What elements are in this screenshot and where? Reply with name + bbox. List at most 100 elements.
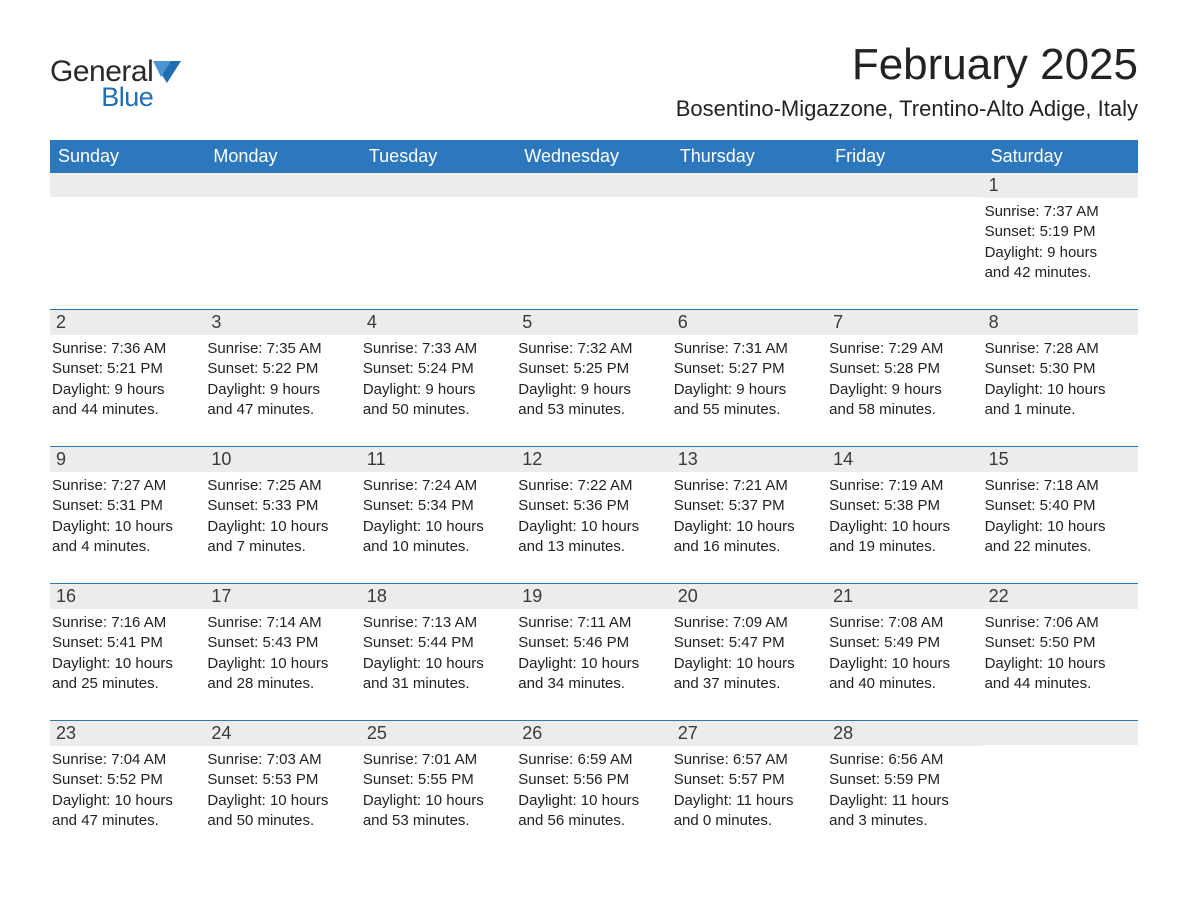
day-day2: and 28 minutes. <box>207 674 354 694</box>
day-details: Sunrise: 7:27 AMSunset: 5:31 PMDaylight:… <box>50 472 205 561</box>
day-number: 5 <box>516 310 671 335</box>
day-cell: 25Sunrise: 7:01 AMSunset: 5:55 PMDayligh… <box>361 721 516 835</box>
day-details: Sunrise: 7:22 AMSunset: 5:36 PMDaylight:… <box>516 472 671 561</box>
day-number: 11 <box>361 447 516 472</box>
day-details: Sunrise: 7:32 AMSunset: 5:25 PMDaylight:… <box>516 335 671 424</box>
day-sunset: Sunset: 5:21 PM <box>52 359 199 379</box>
day-day2: and 4 minutes. <box>52 537 199 557</box>
day-sunrise: Sunrise: 6:57 AM <box>674 750 821 770</box>
day-cell: 23Sunrise: 7:04 AMSunset: 5:52 PMDayligh… <box>50 721 205 835</box>
day-details: Sunrise: 6:57 AMSunset: 5:57 PMDaylight:… <box>672 746 827 835</box>
day-cell: 24Sunrise: 7:03 AMSunset: 5:53 PMDayligh… <box>205 721 360 835</box>
day-cell <box>361 173 516 287</box>
day-cell <box>205 173 360 287</box>
calendar: Sunday Monday Tuesday Wednesday Thursday… <box>50 140 1138 835</box>
day-details <box>205 197 360 277</box>
day-cell: 5Sunrise: 7:32 AMSunset: 5:25 PMDaylight… <box>516 310 671 424</box>
weekday-header-row: Sunday Monday Tuesday Wednesday Thursday… <box>50 140 1138 173</box>
day-cell: 28Sunrise: 6:56 AMSunset: 5:59 PMDayligh… <box>827 721 982 835</box>
day-cell <box>827 173 982 287</box>
day-day1: Daylight: 10 hours <box>674 654 821 674</box>
day-number: 26 <box>516 721 671 746</box>
day-sunset: Sunset: 5:52 PM <box>52 770 199 790</box>
day-number: 28 <box>827 721 982 746</box>
day-sunrise: Sunrise: 7:29 AM <box>829 339 976 359</box>
week-row: 16Sunrise: 7:16 AMSunset: 5:41 PMDayligh… <box>50 583 1138 698</box>
day-sunrise: Sunrise: 7:37 AM <box>985 202 1132 222</box>
day-sunrise: Sunrise: 7:28 AM <box>985 339 1132 359</box>
day-number: 19 <box>516 584 671 609</box>
week-row: 2Sunrise: 7:36 AMSunset: 5:21 PMDaylight… <box>50 309 1138 424</box>
day-cell: 13Sunrise: 7:21 AMSunset: 5:37 PMDayligh… <box>672 447 827 561</box>
brand-general: General <box>50 58 153 85</box>
day-sunrise: Sunrise: 7:03 AM <box>207 750 354 770</box>
day-number: 2 <box>50 310 205 335</box>
day-sunrise: Sunrise: 7:31 AM <box>674 339 821 359</box>
day-cell: 8Sunrise: 7:28 AMSunset: 5:30 PMDaylight… <box>983 310 1138 424</box>
day-cell: 20Sunrise: 7:09 AMSunset: 5:47 PMDayligh… <box>672 584 827 698</box>
day-number: 23 <box>50 721 205 746</box>
day-sunrise: Sunrise: 7:25 AM <box>207 476 354 496</box>
day-sunset: Sunset: 5:50 PM <box>985 633 1132 653</box>
day-day1: Daylight: 9 hours <box>829 380 976 400</box>
day-day1: Daylight: 10 hours <box>518 654 665 674</box>
day-day2: and 42 minutes. <box>985 263 1132 283</box>
day-details <box>672 197 827 277</box>
day-number: 3 <box>205 310 360 335</box>
day-details: Sunrise: 7:14 AMSunset: 5:43 PMDaylight:… <box>205 609 360 698</box>
weeks-container: 1Sunrise: 7:37 AMSunset: 5:19 PMDaylight… <box>50 173 1138 835</box>
day-number <box>983 721 1138 745</box>
weekday-wednesday: Wednesday <box>516 140 671 173</box>
day-day2: and 55 minutes. <box>674 400 821 420</box>
day-day1: Daylight: 10 hours <box>52 517 199 537</box>
day-sunset: Sunset: 5:47 PM <box>674 633 821 653</box>
day-sunset: Sunset: 5:41 PM <box>52 633 199 653</box>
day-sunset: Sunset: 5:19 PM <box>985 222 1132 242</box>
day-number: 25 <box>361 721 516 746</box>
day-day2: and 50 minutes. <box>363 400 510 420</box>
day-sunrise: Sunrise: 7:08 AM <box>829 613 976 633</box>
day-day2: and 44 minutes. <box>52 400 199 420</box>
day-sunset: Sunset: 5:56 PM <box>518 770 665 790</box>
day-cell: 18Sunrise: 7:13 AMSunset: 5:44 PMDayligh… <box>361 584 516 698</box>
weekday-tuesday: Tuesday <box>361 140 516 173</box>
day-cell: 22Sunrise: 7:06 AMSunset: 5:50 PMDayligh… <box>983 584 1138 698</box>
day-day1: Daylight: 10 hours <box>985 654 1132 674</box>
day-sunset: Sunset: 5:27 PM <box>674 359 821 379</box>
day-sunrise: Sunrise: 7:32 AM <box>518 339 665 359</box>
day-sunrise: Sunrise: 7:35 AM <box>207 339 354 359</box>
day-day1: Daylight: 9 hours <box>363 380 510 400</box>
day-number: 6 <box>672 310 827 335</box>
weekday-friday: Friday <box>827 140 982 173</box>
day-details: Sunrise: 7:28 AMSunset: 5:30 PMDaylight:… <box>983 335 1138 424</box>
day-details <box>361 197 516 277</box>
day-number: 21 <box>827 584 982 609</box>
day-details: Sunrise: 7:16 AMSunset: 5:41 PMDaylight:… <box>50 609 205 698</box>
day-number <box>672 173 827 197</box>
day-day1: Daylight: 10 hours <box>207 791 354 811</box>
day-cell: 16Sunrise: 7:16 AMSunset: 5:41 PMDayligh… <box>50 584 205 698</box>
weekday-thursday: Thursday <box>672 140 827 173</box>
day-number: 18 <box>361 584 516 609</box>
day-details: Sunrise: 7:03 AMSunset: 5:53 PMDaylight:… <box>205 746 360 835</box>
day-details: Sunrise: 7:37 AMSunset: 5:19 PMDaylight:… <box>983 198 1138 287</box>
day-day2: and 1 minute. <box>985 400 1132 420</box>
weekday-monday: Monday <box>205 140 360 173</box>
day-cell: 19Sunrise: 7:11 AMSunset: 5:46 PMDayligh… <box>516 584 671 698</box>
day-day1: Daylight: 9 hours <box>518 380 665 400</box>
day-sunrise: Sunrise: 7:33 AM <box>363 339 510 359</box>
weekday-saturday: Saturday <box>983 140 1138 173</box>
day-details: Sunrise: 7:13 AMSunset: 5:44 PMDaylight:… <box>361 609 516 698</box>
day-cell <box>983 721 1138 835</box>
flag-icon <box>153 61 181 83</box>
day-details <box>516 197 671 277</box>
day-sunset: Sunset: 5:57 PM <box>674 770 821 790</box>
day-day1: Daylight: 10 hours <box>985 517 1132 537</box>
day-day1: Daylight: 9 hours <box>674 380 821 400</box>
day-details: Sunrise: 7:04 AMSunset: 5:52 PMDaylight:… <box>50 746 205 835</box>
day-sunrise: Sunrise: 7:06 AM <box>985 613 1132 633</box>
day-number: 27 <box>672 721 827 746</box>
day-day1: Daylight: 10 hours <box>518 517 665 537</box>
day-number: 9 <box>50 447 205 472</box>
day-sunset: Sunset: 5:55 PM <box>363 770 510 790</box>
